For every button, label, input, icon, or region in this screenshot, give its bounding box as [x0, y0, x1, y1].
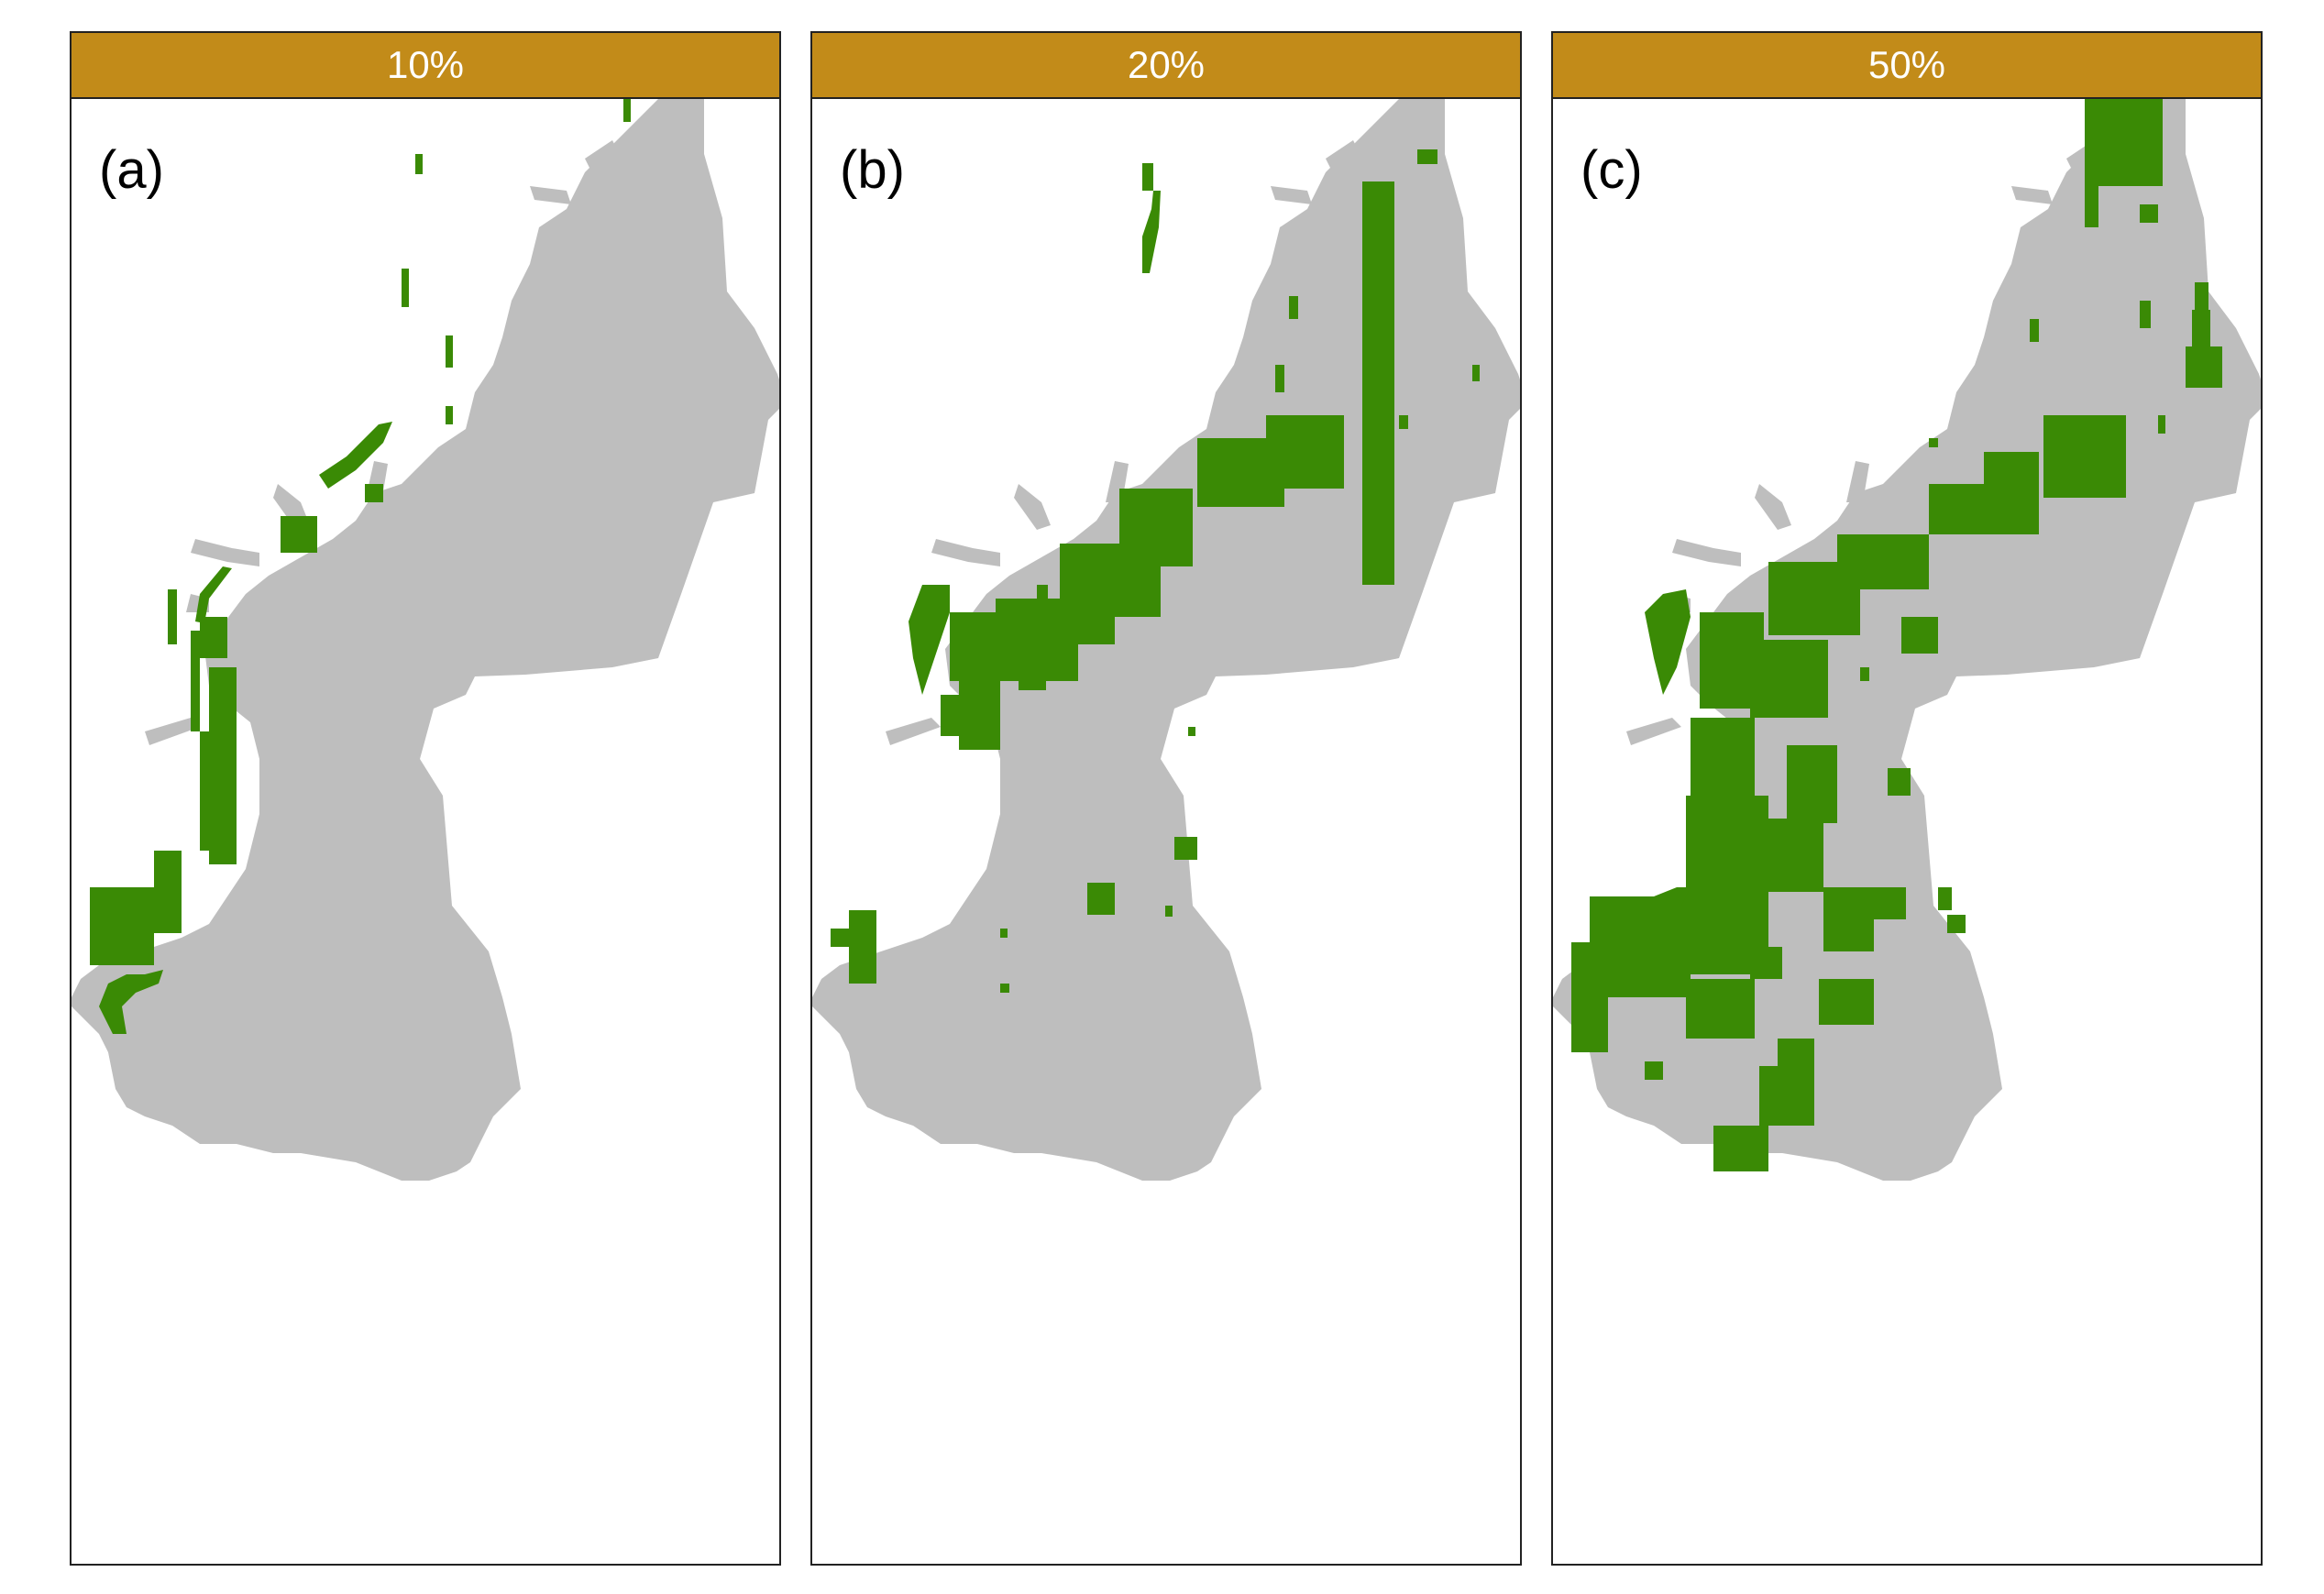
map-svg-c	[1553, 99, 2261, 1181]
selected-areas	[1571, 99, 2222, 1171]
selected-areas	[90, 99, 631, 1034]
facet-strip-b: 20%	[810, 31, 1522, 99]
facet-a: 10%	[70, 31, 781, 1566]
facet-strip-a: 10%	[70, 31, 781, 99]
map-panel-a: (a)	[70, 99, 781, 1566]
panel-tag-c: (c)	[1581, 140, 1643, 200]
selected-areas	[831, 149, 1480, 993]
facet-c: 50%	[1551, 31, 2263, 1566]
facet-b: 20%	[810, 31, 1522, 1566]
map-panel-c: (c)	[1551, 99, 2263, 1566]
facet-strip-c: 50%	[1551, 31, 2263, 99]
map-panel-b: (b)	[810, 99, 1522, 1566]
map-svg-b	[812, 99, 1520, 1181]
land-mass	[72, 99, 779, 1181]
map-svg-a	[72, 99, 779, 1181]
panel-tag-b: (b)	[840, 140, 905, 200]
panel-tag-a: (a)	[99, 140, 164, 200]
